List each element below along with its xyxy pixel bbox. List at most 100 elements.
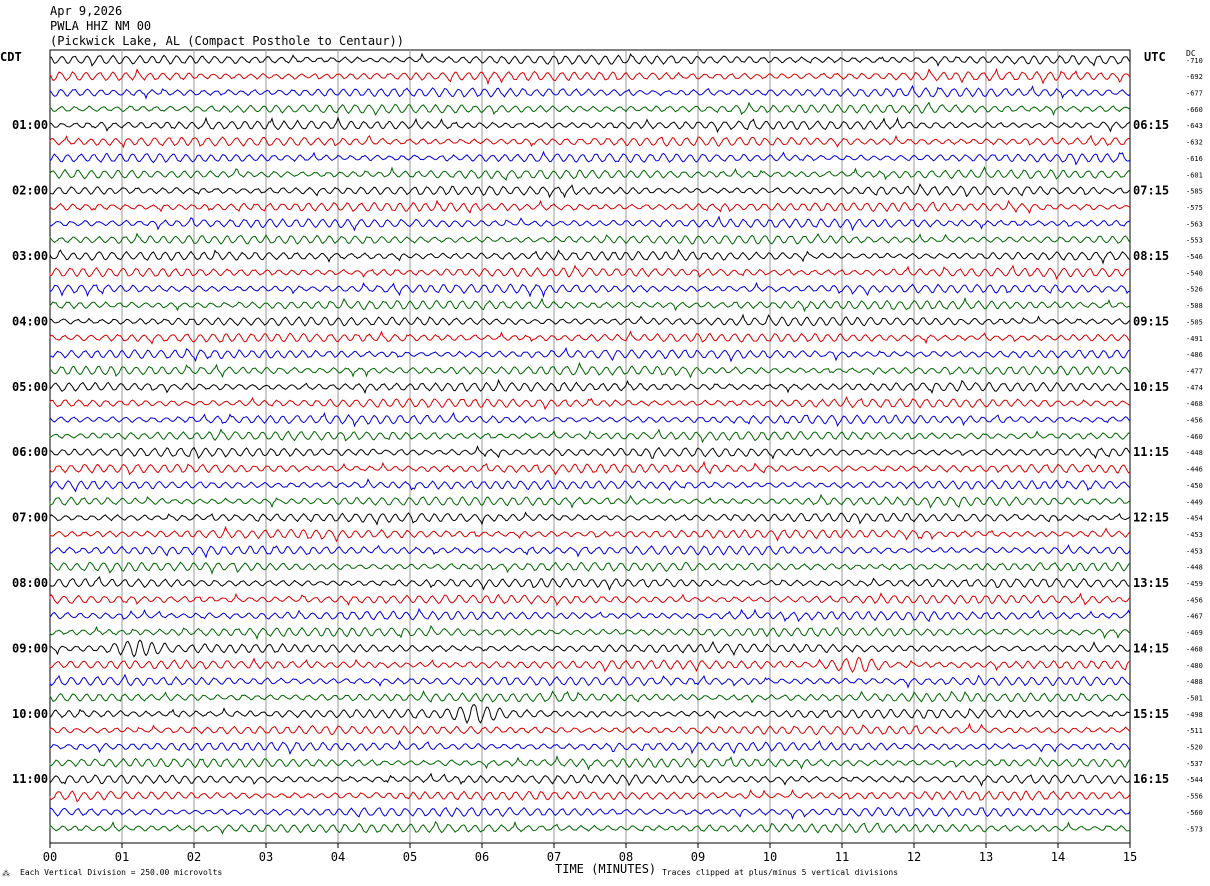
header-date: Apr 9,2026 <box>50 4 123 18</box>
seismic-trace <box>49 478 1131 493</box>
dc-offset-label: -677 <box>1186 90 1203 98</box>
left-hour-label: 10:00 <box>12 707 48 721</box>
x-tick-label: 04 <box>331 850 345 864</box>
right-hour-label: 14:15 <box>1133 641 1169 655</box>
seismic-trace <box>49 704 1130 725</box>
right-hour-label: 13:15 <box>1133 576 1169 590</box>
x-tick-label: 06 <box>475 850 489 864</box>
dc-offset-label: -501 <box>1186 694 1203 702</box>
right-hour-label: 11:15 <box>1133 445 1169 459</box>
dc-offset-label: -488 <box>1186 678 1203 686</box>
seismic-trace <box>49 166 1131 181</box>
dc-offset-label: -450 <box>1186 482 1203 490</box>
dc-offset-label: -585 <box>1186 188 1203 196</box>
seismic-trace <box>49 199 1131 215</box>
dc-offset-label: -459 <box>1186 580 1203 588</box>
left-hour-label: 09:00 <box>12 641 48 655</box>
dc-offset-label: -660 <box>1186 106 1203 114</box>
seismic-trace <box>49 460 1131 476</box>
seismic-trace <box>49 150 1131 166</box>
x-tick-label: 00 <box>43 850 57 864</box>
x-tick-label: 10 <box>763 850 777 864</box>
dc-offset-label: -474 <box>1186 384 1203 392</box>
seismic-trace <box>49 789 1131 803</box>
seismic-trace <box>49 445 1131 460</box>
left-hour-label: 07:00 <box>12 511 48 525</box>
dc-offset-label: -537 <box>1186 760 1203 768</box>
footer-scale-note: Each Vertical Division = 250.00 microvol… <box>20 868 223 877</box>
right-hour-label: 16:15 <box>1133 772 1169 786</box>
left-hour-label: 08:00 <box>12 576 48 590</box>
seismic-trace <box>49 561 1131 575</box>
left-hour-label: 03:00 <box>12 249 48 263</box>
seismic-trace <box>49 84 1131 100</box>
left-hour-label: 01:00 <box>12 118 48 132</box>
seismic-trace <box>49 116 1131 134</box>
dc-offset-label: -467 <box>1186 613 1203 621</box>
seismic-trace <box>49 346 1131 363</box>
seismic-trace <box>49 624 1131 640</box>
seismic-trace <box>49 607 1131 623</box>
dc-offset-label: -575 <box>1186 204 1203 212</box>
right-hour-label: 15:15 <box>1133 707 1169 721</box>
seismic-trace <box>49 428 1131 444</box>
dc-offset-label: -553 <box>1186 237 1203 245</box>
seismic-trace <box>49 576 1131 592</box>
dc-offset-label: -477 <box>1186 367 1203 375</box>
right-hour-label: 10:15 <box>1133 380 1169 394</box>
left-hour-label: 02:00 <box>12 184 48 198</box>
dc-offset-label: -692 <box>1186 73 1203 81</box>
seismic-trace <box>49 232 1131 245</box>
header-location: (Pickwick Lake, AL (Compact Posthole to … <box>50 34 405 48</box>
seismic-trace <box>49 52 1131 67</box>
seismic-trace <box>49 820 1131 835</box>
x-tick-label: 15 <box>1123 850 1137 864</box>
right-hour-label: 09:15 <box>1133 314 1169 328</box>
seismic-trace <box>49 544 1131 559</box>
footer-marker: ⁂ <box>2 869 10 878</box>
left-hour-label: 04:00 <box>12 314 48 328</box>
x-tick-label: 13 <box>979 850 993 864</box>
right-hour-label: 06:15 <box>1133 118 1169 132</box>
dc-offset-label: -468 <box>1186 645 1203 653</box>
left-hour-label: 05:00 <box>12 380 48 394</box>
dc-offset-label: -456 <box>1186 417 1203 425</box>
dc-offset-label: -460 <box>1186 433 1203 441</box>
dc-offset-label: -491 <box>1186 335 1203 343</box>
dc-label: DC <box>1186 49 1196 58</box>
seismic-trace <box>49 754 1131 771</box>
dc-offset-label: -511 <box>1186 727 1203 735</box>
seismic-trace <box>49 67 1131 86</box>
dc-offset-label: -486 <box>1186 351 1203 359</box>
seismic-trace <box>49 656 1131 674</box>
x-tick-label: 07 <box>547 850 561 864</box>
x-axis-label: TIME (MINUTES) <box>555 862 657 876</box>
dc-offset-label: -710 <box>1186 57 1203 65</box>
dc-offset-label: -454 <box>1186 515 1203 523</box>
seismic-trace <box>49 493 1131 509</box>
dc-offset-label: -505 <box>1186 318 1203 326</box>
dc-offset-label: -448 <box>1186 564 1203 572</box>
dc-offset-label: -498 <box>1186 711 1203 719</box>
dc-offset-label: -601 <box>1186 171 1203 179</box>
seismic-trace <box>49 525 1131 543</box>
header-station: PWLA HHZ NM 00 <box>50 19 152 33</box>
seismic-trace <box>49 639 1131 658</box>
left-timezone-label: CDT <box>0 50 22 64</box>
seismic-trace <box>49 396 1131 411</box>
right-hour-label: 08:15 <box>1133 249 1169 263</box>
x-tick-label: 14 <box>1051 850 1065 864</box>
dc-offset-label: -616 <box>1186 155 1203 163</box>
x-tick-label: 12 <box>907 850 921 864</box>
seismic-trace <box>49 330 1131 345</box>
x-tick-label: 11 <box>835 850 849 864</box>
right-hour-label: 12:15 <box>1133 511 1169 525</box>
dc-offset-label: -508 <box>1186 302 1203 310</box>
seismic-trace <box>49 806 1131 820</box>
dc-offset-label: -544 <box>1186 776 1203 784</box>
dc-offset-label: -520 <box>1186 744 1203 752</box>
seismic-trace <box>49 313 1131 327</box>
dc-offset-label: -453 <box>1186 531 1203 539</box>
dc-offset-label: -526 <box>1186 286 1203 294</box>
